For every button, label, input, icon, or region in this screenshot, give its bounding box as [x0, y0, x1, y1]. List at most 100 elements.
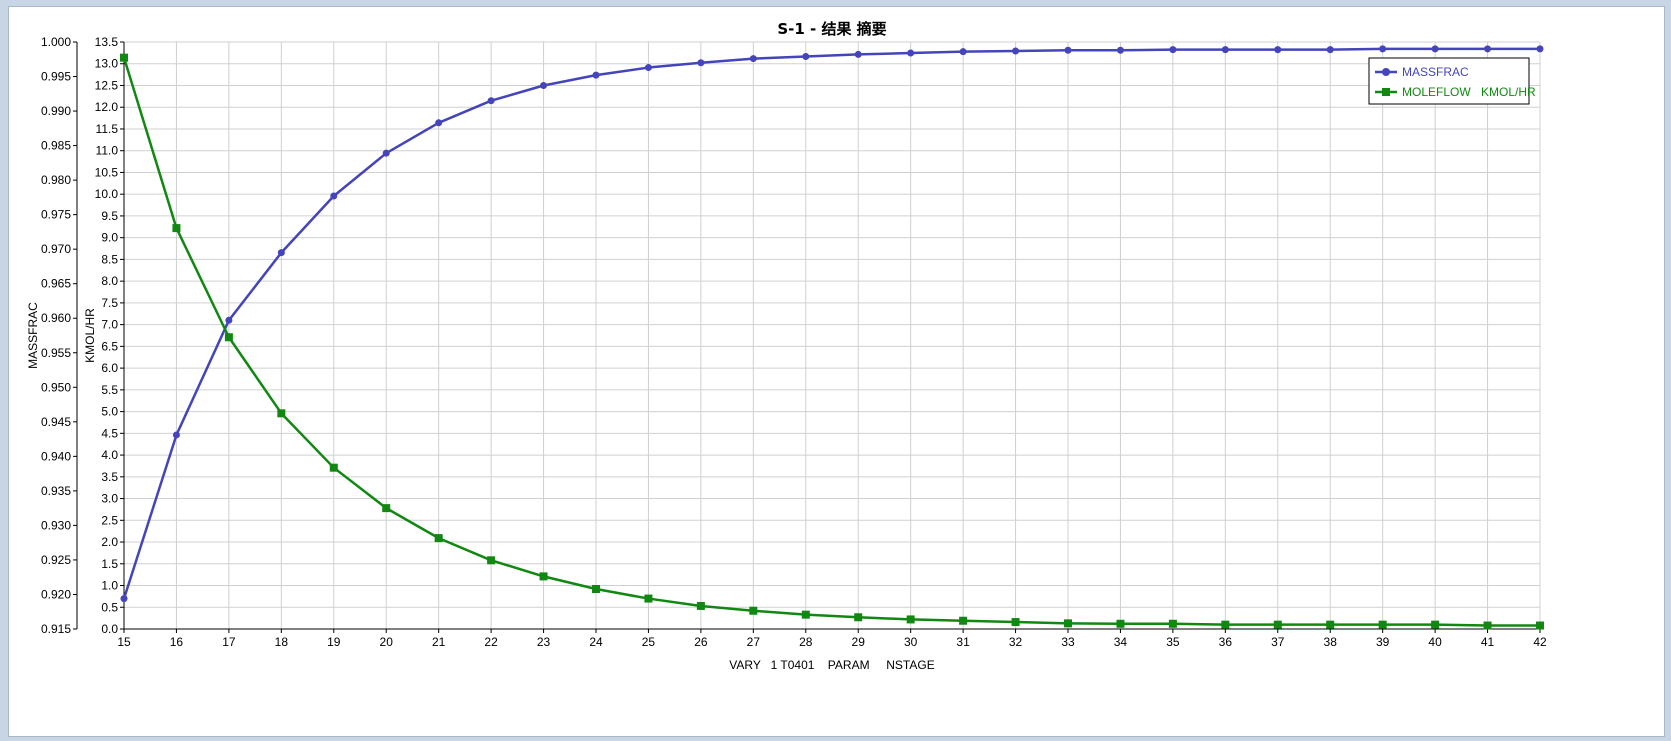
y-axis-right-tick-label: 11.0	[96, 144, 119, 158]
legend-box	[1368, 57, 1530, 105]
x-tick-label: 29	[852, 635, 866, 649]
y-axis-right-tick-label: 5.5	[101, 383, 118, 397]
data-point-massfrac	[1379, 45, 1387, 53]
y-axis-right-tick-label: 1.5	[101, 557, 118, 571]
y-axis-left-tick-label: 0.970	[41, 242, 71, 256]
legend: MASSFRAC MOLEFLOW KMOL/HR	[1368, 57, 1536, 105]
data-point-massfrac	[225, 316, 233, 324]
y-axis-left-tick-label: 0.930	[41, 518, 71, 532]
data-point-moleflow	[749, 606, 758, 615]
y-axis-right-tick-label: 12.5	[95, 78, 119, 92]
x-tick-label: 16	[170, 635, 184, 649]
legend-unit-moleflow: KMOL/HR	[1481, 85, 1536, 99]
x-tick-label: 20	[380, 635, 394, 649]
data-point-moleflow	[277, 409, 286, 418]
data-point-moleflow	[120, 53, 128, 62]
data-point-massfrac	[172, 431, 180, 439]
legend-label-moleflow: MOLEFLOW	[1402, 85, 1471, 99]
x-tick-label: 19	[327, 635, 341, 649]
x-tick-label: 17	[222, 635, 236, 649]
legend-marker-moleflow	[1382, 88, 1390, 96]
y-axis-left-tick-label: 1.000	[41, 35, 71, 49]
x-tick-label: 15	[117, 635, 131, 649]
y-axis-left-tick-label: 0.935	[41, 484, 71, 498]
data-point-moleflow	[224, 333, 233, 342]
x-tick-label: 24	[589, 635, 603, 649]
y-axis-right-tick-label: 6.0	[101, 361, 118, 375]
data-point-moleflow	[487, 556, 496, 565]
y-axis-right-tick-label: 7.0	[101, 318, 118, 332]
data-point-moleflow	[1273, 620, 1282, 629]
x-tick-label: 21	[432, 635, 446, 649]
grid-layer	[123, 41, 1541, 630]
data-point-massfrac	[540, 82, 548, 90]
x-tick-label: 23	[537, 635, 551, 649]
y-axis-right-tick-label: 1.0	[101, 579, 118, 593]
data-point-moleflow	[382, 504, 391, 513]
y-axis-left-tick-label: 0.995	[41, 70, 71, 84]
data-point-moleflow	[1483, 621, 1492, 630]
x-tick-label: 40	[1428, 635, 1442, 649]
y-axis-right-tick-label: 12.0	[95, 100, 119, 114]
series-line-massfrac	[122, 47, 1540, 599]
y-axis-left-tick-label: 0.990	[41, 104, 71, 118]
chart-title: S-1 - 结果 摘要	[777, 20, 886, 38]
y-axis-right-tick-label: 13.5	[95, 35, 119, 49]
series-layer	[120, 45, 1544, 630]
data-point-massfrac	[749, 55, 757, 63]
data-point-massfrac	[487, 97, 495, 105]
data-point-massfrac	[382, 149, 390, 157]
data-point-moleflow	[906, 615, 915, 624]
data-point-massfrac	[330, 192, 338, 200]
y-axis-right-tick-label: 13.0	[95, 57, 119, 71]
x-tick-label: 35	[1166, 635, 1180, 649]
data-point-moleflow	[1326, 620, 1335, 629]
data-point-moleflow	[1431, 620, 1440, 629]
y-axis-left-tick-label: 0.940	[41, 449, 71, 463]
x-tick-label: 26	[694, 635, 708, 649]
y-axis-right-tick-label: 9.5	[101, 209, 118, 223]
data-point-massfrac	[1116, 46, 1124, 54]
data-point-massfrac	[592, 71, 600, 79]
x-tick-label: 18	[275, 635, 289, 649]
data-point-massfrac	[120, 595, 128, 603]
y-axis-right-tick-label: 7.5	[101, 296, 118, 310]
y-axis-left-title: MASSFRAC	[26, 302, 40, 369]
data-point-massfrac	[644, 64, 652, 72]
data-point-moleflow	[592, 584, 600, 593]
data-point-moleflow	[1221, 620, 1230, 629]
data-point-moleflow	[959, 616, 968, 625]
y-axis-right-tick-label: 9.0	[101, 231, 118, 245]
data-point-massfrac	[697, 59, 705, 67]
data-point-massfrac	[1274, 46, 1282, 54]
y-axis-right-tick-label: 6.5	[101, 339, 118, 353]
x-tick-label: 31	[956, 635, 970, 649]
y-axis-left-tick-label: 0.975	[41, 208, 71, 222]
y-axis-left-tick-label: 0.955	[41, 346, 71, 360]
y-axis-right-tick-label: 8.0	[101, 274, 118, 288]
data-point-massfrac	[959, 48, 967, 56]
data-point-massfrac	[435, 119, 443, 127]
x-tick-label: 39	[1376, 635, 1390, 649]
legend-marker-massfrac	[1382, 68, 1390, 76]
y-axis-right-tick-label: 3.0	[101, 492, 118, 506]
data-point-massfrac	[907, 49, 915, 57]
data-point-moleflow	[854, 613, 863, 622]
axes-layer: 15 16 17 18 19 20 21 22 23 24 25 26 27 28 29 30 31 32 33 34…	[41, 35, 1547, 649]
y-axis-right-tick-label: 10.5	[95, 165, 119, 179]
data-point-massfrac	[854, 50, 862, 58]
x-tick-label: 42	[1533, 635, 1547, 649]
data-point-moleflow	[172, 224, 181, 233]
data-point-moleflow	[539, 572, 548, 581]
y-axis-left-tick-label: 0.950	[41, 380, 71, 394]
x-tick-label: 32	[1009, 635, 1023, 649]
y-axis-right-tick-label: 3.5	[101, 470, 118, 484]
data-point-massfrac	[1484, 45, 1492, 53]
y-axis-left-tick-label: 0.965	[41, 277, 71, 291]
chart-panel: S-1 - 结果 摘要 15 16 17 18 19 20 21 22 23 24 25 26 27 28…	[8, 6, 1665, 737]
x-tick-label: 37	[1271, 635, 1285, 649]
series-line-moleflow	[122, 57, 1540, 627]
data-point-moleflow	[434, 534, 443, 543]
y-axis-right-tick-label: 4.5	[101, 426, 118, 440]
